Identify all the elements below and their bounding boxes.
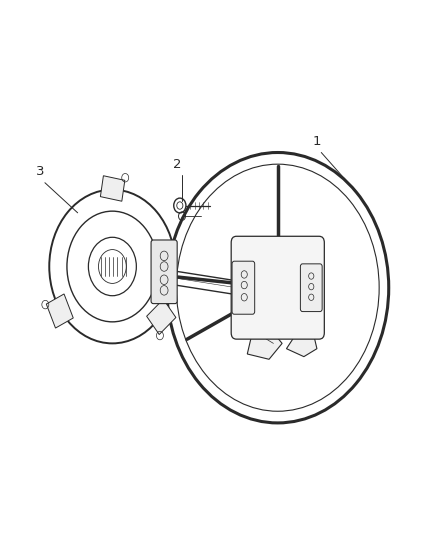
FancyBboxPatch shape <box>232 261 254 314</box>
Polygon shape <box>147 299 176 335</box>
Polygon shape <box>46 294 73 328</box>
Polygon shape <box>247 327 282 359</box>
Text: 3: 3 <box>36 165 45 179</box>
Text: 1: 1 <box>313 135 321 148</box>
Polygon shape <box>286 330 317 357</box>
FancyBboxPatch shape <box>151 240 177 304</box>
FancyBboxPatch shape <box>231 236 324 339</box>
Text: 2: 2 <box>173 158 182 171</box>
Polygon shape <box>100 176 125 201</box>
FancyBboxPatch shape <box>300 264 322 312</box>
